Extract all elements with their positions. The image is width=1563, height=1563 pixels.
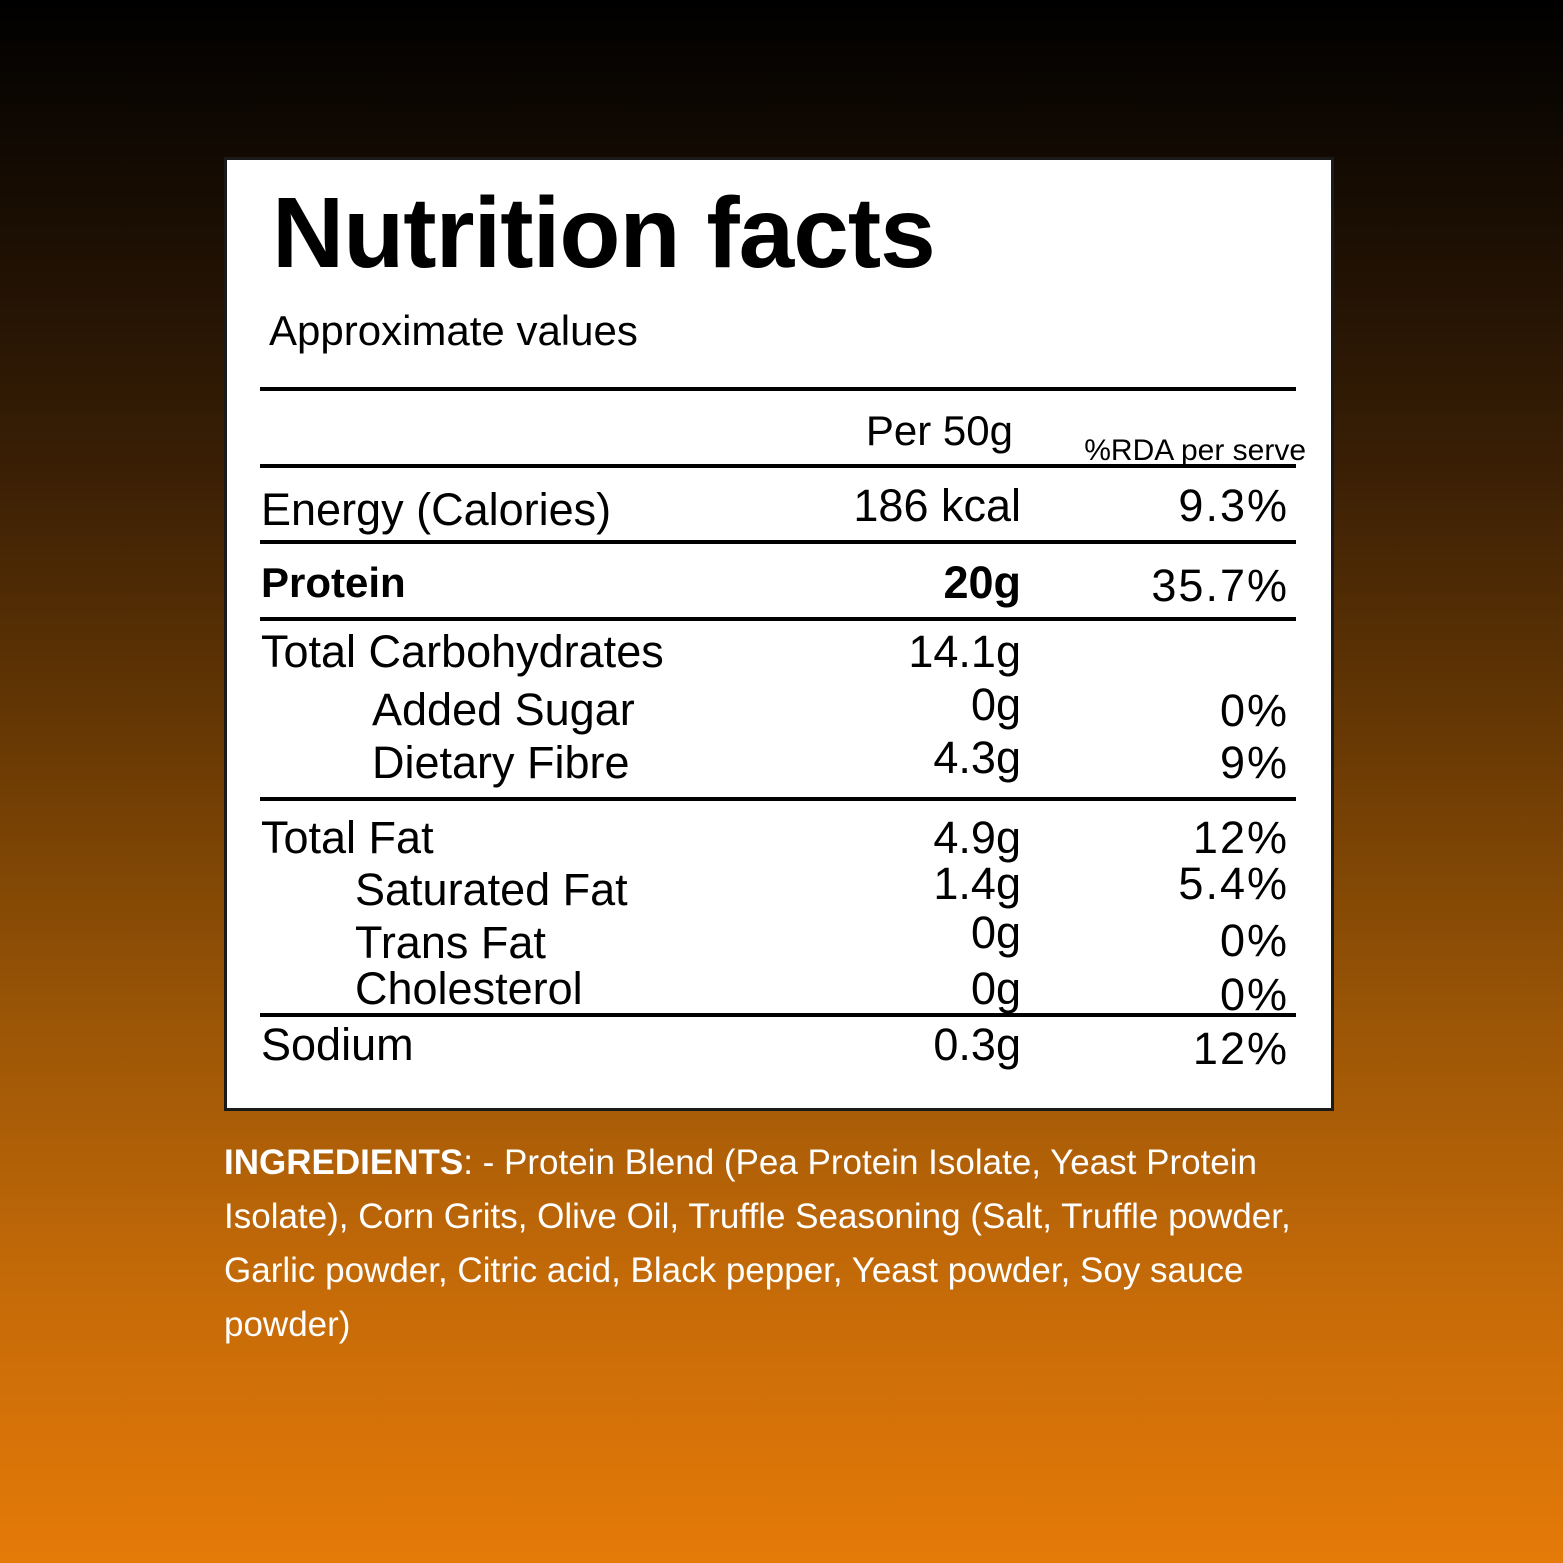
row-rda-protein: 35.7% [1151, 560, 1289, 611]
row-value-sodium: 0.3g [933, 1019, 1021, 1070]
row-value-trans-fat: 0g [970, 907, 1021, 958]
divider [260, 387, 1296, 391]
panel-subtitle: Approximate values [269, 307, 638, 354]
row-rda-trans-fat: 0% [1219, 915, 1289, 966]
nutrition-facts-panel: Nutrition facts Approximate values Per 5… [224, 157, 1334, 1111]
row-label-added-sugar: Added Sugar [372, 684, 635, 735]
column-header-per-serving: Per 50g [865, 407, 1013, 454]
row-rda-saturated-fat: 5.4% [1178, 858, 1289, 909]
row-rda-dietary-fibre: 9% [1219, 737, 1289, 788]
row-label-cholesterol: Cholesterol [355, 963, 583, 1014]
row-value-cholesterol: 0g [970, 963, 1021, 1014]
row-rda-total-fat: 12% [1192, 812, 1289, 863]
row-rda-energy: 9.3% [1178, 480, 1289, 531]
row-rda-added-sugar: 0% [1219, 685, 1289, 736]
row-label-total-carbohydrates: Total Carbohydrates [261, 626, 664, 677]
row-rda-cholesterol: 0% [1219, 969, 1289, 1020]
row-rda-sodium: 12% [1192, 1023, 1289, 1074]
row-label-total-fat: Total Fat [261, 812, 434, 863]
row-value-saturated-fat: 1.4g [933, 858, 1021, 909]
row-value-protein: 20g [943, 557, 1021, 608]
ingredients-text: INGREDIENTS: - Protein Blend (Pea Protei… [224, 1136, 1354, 1352]
row-label-saturated-fat: Saturated Fat [355, 864, 628, 915]
divider [260, 797, 1296, 801]
row-label-trans-fat: Trans Fat [355, 917, 546, 968]
divider [260, 540, 1296, 544]
ingredients-heading: INGREDIENTS [224, 1143, 464, 1182]
row-value-total-carbohydrates: 14.1g [908, 626, 1021, 677]
column-header-rda: %RDA per serve [1084, 434, 1306, 467]
ingredients-list: : - Protein Blend (Pea Protein Isolate, … [224, 1143, 1291, 1344]
row-label-energy: Energy (Calories) [261, 484, 612, 535]
row-label-protein: Protein [261, 559, 406, 606]
row-value-energy: 186 kcal [853, 480, 1021, 531]
row-value-total-fat: 4.9g [933, 812, 1021, 863]
row-label-sodium: Sodium [261, 1019, 414, 1070]
divider [260, 464, 1296, 468]
divider [260, 1013, 1296, 1017]
panel-title: Nutrition facts [272, 177, 936, 289]
row-value-dietary-fibre: 4.3g [933, 732, 1021, 783]
row-label-dietary-fibre: Dietary Fibre [372, 737, 630, 788]
row-value-added-sugar: 0g [970, 679, 1021, 730]
divider [260, 617, 1296, 621]
